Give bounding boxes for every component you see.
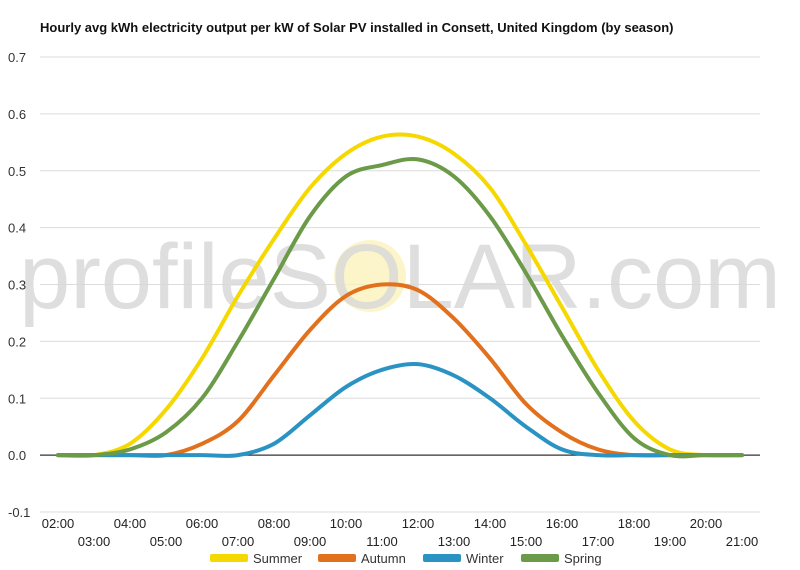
- legend-label: Summer: [253, 551, 303, 566]
- x-tick-label: 08:00: [258, 516, 291, 531]
- x-axis-ticks: 02:00 04:00 06:00 08:00 10:00 12:00 14:00 16:00…: [42, 516, 759, 549]
- series-lines: [56, 132, 744, 459]
- x-tick-label: 07:00: [222, 534, 255, 549]
- series-line-spring: [56, 156, 744, 459]
- x-tick-label: 09:00: [294, 534, 327, 549]
- x-tick-label: 17:00: [582, 534, 615, 549]
- legend-label: Winter: [466, 551, 504, 566]
- legend-swatch: [521, 554, 559, 562]
- legend-item-winter[interactable]: Winter: [423, 551, 504, 566]
- x-tick-label: 05:00: [150, 534, 183, 549]
- y-tick-label: -0.1: [8, 505, 30, 520]
- series-line-summer: [56, 132, 744, 458]
- x-tick-label: 03:00: [78, 534, 111, 549]
- legend-label: Autumn: [361, 551, 406, 566]
- y-tick-label: 0.5: [8, 164, 26, 179]
- x-tick-label: 02:00: [42, 516, 75, 531]
- y-tick-label: 0.7: [8, 50, 26, 65]
- y-tick-label: 0.1: [8, 391, 26, 406]
- y-tick-label: 0.3: [8, 278, 26, 293]
- chart-title: Hourly avg kWh electricity output per kW…: [40, 20, 673, 35]
- x-tick-label: 19:00: [654, 534, 687, 549]
- legend-item-autumn[interactable]: Autumn: [318, 551, 406, 566]
- legend-swatch: [210, 554, 248, 562]
- y-tick-label: 0.6: [8, 107, 26, 122]
- x-tick-label: 16:00: [546, 516, 579, 531]
- x-tick-label: 14:00: [474, 516, 507, 531]
- watermark-text: profileSOLAR.com: [19, 226, 781, 328]
- x-tick-label: 10:00: [330, 516, 363, 531]
- legend-item-summer[interactable]: Summer: [210, 551, 303, 566]
- x-tick-label: 12:00: [402, 516, 435, 531]
- legend: Summer Autumn Winter Spring: [210, 551, 602, 566]
- x-tick-label: 20:00: [690, 516, 723, 531]
- y-tick-label: 0.2: [8, 334, 26, 349]
- x-tick-label: 13:00: [438, 534, 471, 549]
- x-tick-label: 11:00: [366, 534, 398, 549]
- y-tick-label: 0.0: [8, 448, 26, 463]
- y-tick-label: 0.4: [8, 221, 26, 236]
- x-tick-label: 15:00: [510, 534, 543, 549]
- watermark: profileSOLAR.com: [19, 226, 781, 328]
- series-line-winter: [56, 361, 744, 458]
- legend-swatch: [423, 554, 461, 562]
- y-axis-ticks: 0.7 0.6 0.5 0.4 0.3 0.2 0.1 0.0 -0.1: [8, 50, 30, 520]
- x-tick-label: 06:00: [186, 516, 219, 531]
- legend-swatch: [318, 554, 356, 562]
- x-tick-label: 04:00: [114, 516, 147, 531]
- legend-label: Spring: [564, 551, 602, 566]
- x-tick-label: 18:00: [618, 516, 651, 531]
- legend-item-spring[interactable]: Spring: [521, 551, 602, 566]
- x-tick-label: 21:00: [726, 534, 759, 549]
